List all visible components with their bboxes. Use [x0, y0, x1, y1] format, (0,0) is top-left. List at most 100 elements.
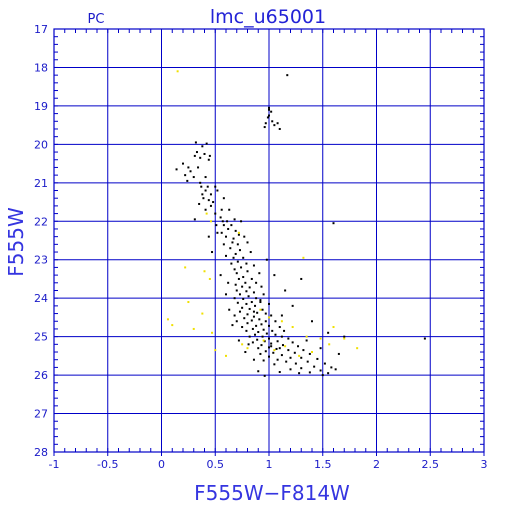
star-point: [356, 347, 359, 350]
star-point: [236, 301, 239, 304]
star-point: [268, 346, 270, 349]
y-tick-label: 18: [34, 61, 48, 74]
star-point: [238, 249, 241, 252]
star-point: [233, 314, 236, 317]
star-point: [247, 343, 250, 346]
y-tick-label: 21: [34, 177, 48, 190]
star-point: [207, 199, 210, 202]
y-tick-label: 22: [34, 215, 48, 228]
x-tick-label: 3: [481, 458, 488, 471]
star-point: [222, 224, 225, 227]
star-point: [186, 179, 189, 182]
star-point: [319, 369, 322, 372]
star-point: [268, 106, 270, 109]
x-axis-label: F555W−F814W: [194, 481, 350, 505]
star-point: [265, 258, 268, 261]
star-point: [259, 301, 262, 304]
star-point: [244, 351, 247, 354]
x-axis-ticks: -1 -0.5 0 0.5 1 1.5 2 2.5 3: [49, 29, 488, 471]
star-point: [246, 313, 249, 316]
star-point: [184, 266, 187, 269]
star-point: [319, 337, 322, 340]
star-point: [247, 295, 250, 298]
y-tick-label: 28: [34, 446, 48, 459]
star-point: [252, 264, 255, 267]
x-tick-label: 0: [158, 458, 165, 471]
star-point: [204, 208, 207, 211]
star-point: [262, 339, 265, 342]
star-point: [214, 212, 217, 215]
star-point: [311, 320, 313, 323]
star-point: [241, 306, 244, 309]
star-point: [280, 335, 283, 338]
star-point: [209, 204, 212, 207]
star-point: [260, 344, 263, 347]
star-point: [228, 308, 231, 311]
star-point: [274, 320, 277, 323]
star-point: [287, 337, 290, 340]
star-point: [274, 333, 277, 336]
star-point: [264, 122, 267, 125]
star-point: [270, 342, 273, 345]
star-point: [254, 304, 257, 307]
star-point: [289, 368, 292, 371]
star-point: [286, 74, 289, 77]
star-point: [237, 233, 240, 236]
star-point: [235, 272, 238, 275]
star-point: [232, 237, 235, 240]
star-point: [236, 260, 239, 263]
star-point: [205, 212, 208, 215]
star-point: [234, 283, 237, 286]
star-point: [187, 301, 190, 304]
star-point: [226, 220, 229, 223]
star-point: [201, 312, 204, 315]
star-point: [308, 352, 311, 355]
star-point: [268, 302, 270, 305]
star-point: [423, 337, 426, 340]
star-point: [276, 358, 279, 361]
star-point: [305, 335, 308, 338]
star-point: [252, 310, 255, 313]
star-point: [337, 352, 340, 355]
star-point: [257, 331, 260, 334]
star-point: [263, 126, 266, 129]
star-point: [261, 308, 264, 311]
star-point: [219, 274, 222, 277]
star-point: [321, 374, 324, 377]
y-tick-label: 25: [34, 331, 48, 344]
star-point: [308, 371, 311, 374]
star-point: [264, 312, 267, 315]
star-point: [291, 326, 294, 329]
star-point: [202, 197, 205, 200]
star-point: [302, 349, 305, 352]
star-point: [298, 354, 301, 357]
y-tick-label: 20: [34, 138, 48, 151]
star-point: [225, 254, 227, 257]
star-point: [262, 359, 265, 362]
star-point: [216, 189, 219, 192]
star-point: [221, 220, 224, 223]
star-point: [235, 320, 238, 323]
x-tick-label: 1: [266, 458, 273, 471]
star-point: [270, 345, 273, 348]
star-point: [246, 241, 249, 244]
star-point: [302, 256, 305, 259]
star-point: [222, 197, 225, 200]
star-point: [199, 156, 202, 159]
star-point: [222, 243, 225, 246]
star-point: [237, 339, 240, 342]
star-point: [245, 329, 248, 332]
star-point: [273, 124, 276, 127]
star-point: [280, 320, 283, 323]
star-point: [199, 181, 202, 184]
x-tick-label: 1.5: [314, 458, 332, 471]
star-point: [233, 297, 236, 300]
star-point: [255, 297, 258, 300]
star-point: [319, 347, 322, 350]
star-point: [225, 354, 227, 357]
star-point: [187, 166, 190, 169]
star-point: [330, 366, 333, 369]
star-point: [283, 329, 286, 332]
star-point: [261, 335, 264, 338]
